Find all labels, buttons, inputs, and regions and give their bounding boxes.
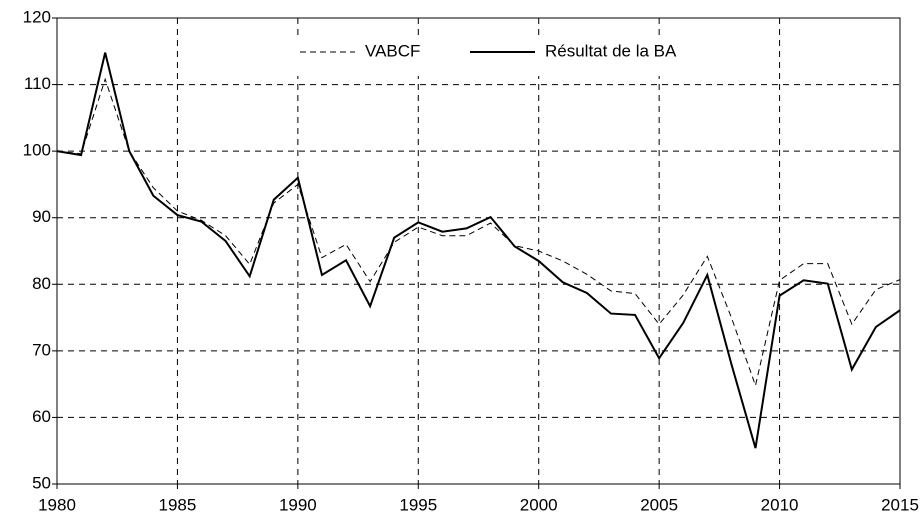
x-tick-label: 2015: [881, 495, 919, 514]
x-tick-label: 2000: [520, 495, 558, 514]
y-tick-label: 120: [23, 7, 51, 26]
series-line: [56, 77, 901, 388]
y-tick-label: 100: [23, 141, 51, 160]
y-tick-label: 90: [32, 207, 51, 226]
y-tick-label: 110: [24, 74, 51, 93]
legend-label: Résultat de la BA: [545, 41, 677, 60]
legend-label: VABCF: [365, 41, 420, 60]
y-tick-label: 70: [32, 340, 51, 359]
series-line: [56, 52, 901, 449]
y-tick-label: 80: [32, 274, 51, 293]
x-tick-label: 1995: [399, 495, 437, 514]
x-tick-label: 1980: [38, 495, 76, 514]
legend-box: [292, 36, 717, 76]
plot-frame: [56, 17, 901, 485]
y-tick-label: 60: [32, 407, 51, 426]
x-tick-label: 1985: [159, 495, 197, 514]
x-tick-label: 1990: [279, 495, 317, 514]
x-tick-label: 2010: [761, 495, 799, 514]
y-tick-label: 50: [32, 473, 51, 492]
x-tick-label: 2005: [640, 495, 678, 514]
